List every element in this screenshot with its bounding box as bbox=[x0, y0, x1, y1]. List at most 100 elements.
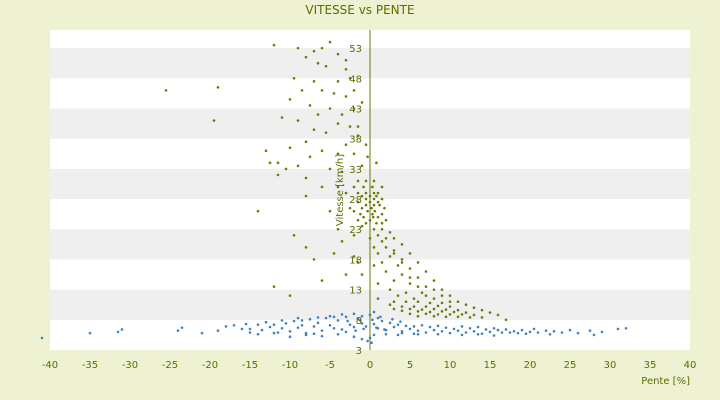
point-green bbox=[276, 161, 280, 165]
point-green bbox=[432, 307, 436, 311]
chart-title: VITESSE vs PENTE bbox=[305, 3, 414, 17]
point-green bbox=[432, 288, 436, 291]
point-green bbox=[378, 203, 381, 207]
point-green bbox=[360, 164, 364, 168]
point-green bbox=[448, 305, 452, 308]
point-green bbox=[456, 315, 460, 319]
point-blue bbox=[280, 319, 284, 322]
point-green bbox=[364, 143, 368, 147]
point-blue bbox=[400, 329, 404, 333]
point-blue bbox=[348, 323, 352, 326]
point-blue bbox=[312, 325, 316, 328]
point-blue bbox=[328, 314, 332, 318]
point-green bbox=[396, 294, 400, 297]
point-blue bbox=[396, 333, 400, 337]
point-green bbox=[344, 143, 348, 147]
point-green bbox=[440, 310, 444, 313]
x-tick-label: 20 bbox=[524, 360, 537, 371]
point-green bbox=[336, 122, 340, 125]
point-blue bbox=[284, 322, 288, 325]
point-green bbox=[212, 119, 216, 122]
point-green bbox=[440, 288, 444, 291]
point-green bbox=[308, 104, 312, 107]
point-green bbox=[444, 308, 448, 311]
point-blue bbox=[256, 333, 260, 336]
point-green bbox=[371, 215, 375, 219]
x-tick-label: -15 bbox=[242, 360, 258, 371]
point-blue bbox=[356, 317, 360, 320]
point-green bbox=[371, 212, 374, 216]
point-blue bbox=[264, 320, 268, 324]
point-green bbox=[416, 276, 420, 279]
point-green bbox=[340, 240, 344, 243]
point-green bbox=[432, 297, 436, 300]
point-green bbox=[336, 152, 340, 156]
point-blue bbox=[288, 335, 292, 339]
point-green bbox=[424, 312, 428, 316]
point-green bbox=[352, 185, 356, 189]
point-green bbox=[348, 125, 352, 128]
point-green bbox=[404, 300, 408, 303]
point-green bbox=[460, 313, 464, 316]
point-green bbox=[360, 206, 364, 210]
point-green bbox=[356, 261, 360, 264]
point-green bbox=[364, 191, 368, 195]
point-blue bbox=[452, 327, 456, 331]
point-blue bbox=[224, 325, 228, 328]
point-green bbox=[488, 311, 492, 314]
point-blue bbox=[536, 331, 540, 334]
point-blue bbox=[352, 325, 356, 329]
y-tick-label: 33 bbox=[349, 165, 362, 176]
point-green bbox=[372, 197, 376, 201]
point-blue bbox=[420, 323, 424, 327]
y-tick-label: 8 bbox=[356, 316, 362, 327]
point-green bbox=[380, 212, 384, 216]
point-blue bbox=[40, 336, 44, 340]
y-tick-label: 23 bbox=[349, 225, 362, 236]
point-blue bbox=[512, 329, 516, 333]
point-green bbox=[373, 209, 377, 213]
point-green bbox=[392, 249, 396, 252]
point-blue bbox=[240, 327, 244, 331]
point-green bbox=[324, 131, 328, 134]
x-tick-label: 15 bbox=[484, 360, 497, 371]
point-green bbox=[344, 67, 348, 71]
point-blue bbox=[328, 323, 332, 327]
point-green bbox=[456, 308, 460, 312]
point-blue bbox=[88, 331, 92, 335]
point-green bbox=[312, 49, 316, 53]
point-green bbox=[360, 224, 364, 228]
point-blue bbox=[268, 325, 272, 329]
point-green bbox=[336, 52, 340, 56]
point-green bbox=[364, 197, 368, 201]
point-blue bbox=[248, 331, 252, 334]
point-blue bbox=[316, 321, 320, 325]
x-tick-label: 25 bbox=[564, 360, 577, 371]
point-blue bbox=[232, 323, 236, 327]
point-green bbox=[352, 89, 356, 92]
point-blue bbox=[416, 333, 420, 336]
point-green bbox=[296, 119, 300, 122]
point-blue bbox=[292, 319, 296, 323]
point-green bbox=[164, 89, 168, 92]
point-green bbox=[304, 140, 308, 143]
point-green bbox=[464, 303, 468, 307]
point-green bbox=[388, 303, 392, 307]
point-green bbox=[332, 252, 336, 255]
point-green bbox=[356, 134, 360, 137]
point-blue bbox=[332, 315, 336, 319]
point-blue bbox=[346, 319, 349, 323]
point-blue bbox=[524, 332, 528, 335]
point-blue bbox=[383, 328, 386, 331]
point-blue bbox=[276, 331, 280, 334]
point-blue bbox=[360, 314, 364, 318]
point-green bbox=[424, 285, 428, 288]
y-tick-label: 43 bbox=[349, 104, 362, 115]
point-blue bbox=[544, 329, 548, 332]
point-green bbox=[348, 206, 352, 210]
point-green bbox=[388, 255, 392, 258]
point-blue bbox=[272, 331, 276, 335]
point-green bbox=[304, 55, 308, 59]
x-tick-label: -20 bbox=[202, 360, 218, 371]
x-tick-label: 30 bbox=[604, 360, 617, 371]
